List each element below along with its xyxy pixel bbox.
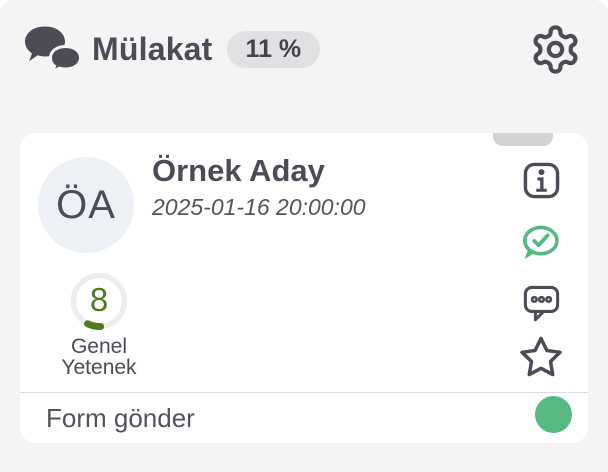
score-ring: 8 bbox=[68, 270, 130, 332]
card-footer: Form gönder bbox=[20, 392, 588, 443]
comment-button[interactable] bbox=[520, 281, 563, 324]
score-label: Genel Yetenek bbox=[61, 335, 137, 380]
footer-action-label: Form gönder bbox=[46, 402, 195, 433]
candidate-header: Örnek Aday 2025-01-16 20:00:00 bbox=[152, 152, 366, 221]
approved-chat-button[interactable] bbox=[519, 224, 561, 262]
score-value: 8 bbox=[89, 281, 109, 318]
chat-bubbles-icon bbox=[25, 26, 83, 73]
score-ring-progress bbox=[70, 272, 128, 330]
page-title: Mülakat bbox=[92, 30, 213, 67]
info-button[interactable] bbox=[521, 160, 562, 201]
candidate-card[interactable]: ÖA Örnek Aday 2025-01-16 20:00:00 bbox=[20, 133, 588, 443]
card-top-tab bbox=[493, 133, 553, 146]
star-button[interactable] bbox=[517, 335, 565, 380]
gear-icon[interactable] bbox=[529, 23, 582, 76]
progress-badge: 11 % bbox=[226, 30, 321, 68]
interview-datetime: 2025-01-16 20:00:00 bbox=[152, 193, 366, 220]
candidate-name: Örnek Aday bbox=[152, 153, 325, 188]
avatar: ÖA bbox=[38, 157, 134, 253]
widget-header: Mülakat 11 % bbox=[0, 0, 608, 92]
send-form-button[interactable] bbox=[535, 396, 572, 433]
